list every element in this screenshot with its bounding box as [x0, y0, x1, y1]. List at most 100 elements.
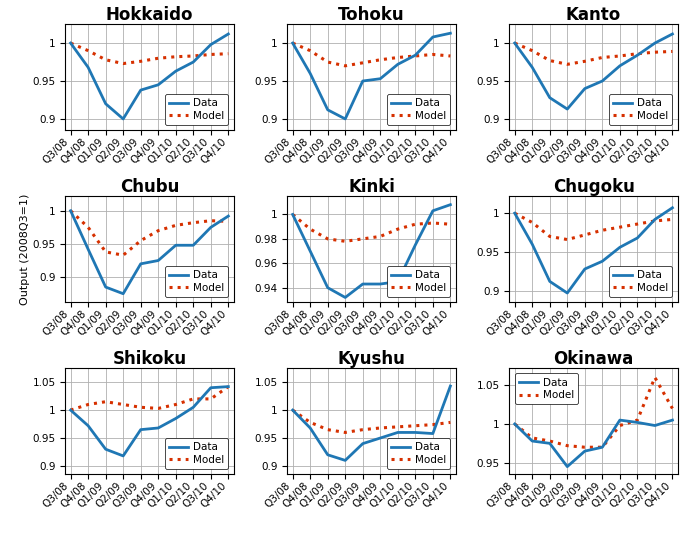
- Model: [189, 219, 197, 226]
- Data: [376, 76, 385, 82]
- Model: [341, 429, 350, 436]
- Model: [224, 218, 233, 225]
- Data: [102, 101, 110, 107]
- Data: [616, 244, 624, 250]
- Data: [668, 205, 676, 211]
- Model: [341, 238, 350, 244]
- Data: [224, 383, 233, 390]
- Data: [358, 281, 367, 287]
- Data: [358, 441, 367, 447]
- Model: [651, 49, 659, 55]
- Model: [447, 53, 455, 59]
- Model: [510, 421, 519, 427]
- Title: Chubu: Chubu: [120, 178, 179, 196]
- Model: [411, 422, 420, 429]
- Line: Model: Model: [292, 214, 451, 241]
- Model: [651, 218, 659, 224]
- Model: [598, 54, 606, 61]
- Data: [633, 235, 641, 241]
- Model: [510, 210, 519, 217]
- Model: [154, 55, 162, 62]
- Data: [510, 40, 519, 46]
- Model: [102, 249, 110, 255]
- Data: [306, 70, 314, 77]
- Data: [137, 427, 145, 433]
- Data: [119, 116, 127, 122]
- Data: [528, 64, 537, 71]
- Data: [447, 30, 455, 36]
- Model: [633, 221, 641, 227]
- Model: [119, 61, 127, 67]
- Line: Data: Data: [515, 34, 672, 109]
- Data: [358, 78, 367, 84]
- Model: [581, 444, 589, 450]
- Model: [668, 48, 676, 55]
- Legend: Data, Model: Data, Model: [387, 94, 451, 125]
- Model: [616, 422, 624, 429]
- Line: Data: Data: [292, 33, 451, 119]
- Model: [581, 58, 589, 64]
- Model: [306, 226, 314, 232]
- Model: [306, 48, 314, 54]
- Model: [411, 221, 420, 227]
- Data: [411, 429, 420, 436]
- Model: [394, 54, 402, 61]
- Model: [288, 407, 297, 413]
- Model: [358, 236, 367, 242]
- Data: [598, 444, 606, 450]
- Model: [119, 401, 127, 408]
- Model: [563, 236, 572, 243]
- Data: [394, 61, 402, 68]
- Model: [429, 220, 437, 226]
- Model: [224, 50, 233, 57]
- Model: [323, 427, 332, 433]
- Data: [206, 41, 215, 48]
- Data: [288, 211, 297, 218]
- Model: [67, 407, 75, 413]
- Model: [616, 53, 624, 59]
- Title: Kinki: Kinki: [348, 178, 395, 196]
- Title: Okinawa: Okinawa: [553, 350, 634, 368]
- Model: [102, 57, 110, 63]
- Model: [288, 211, 297, 218]
- Data: [394, 278, 402, 285]
- Data: [581, 448, 589, 455]
- Data: [581, 266, 589, 272]
- Data: [154, 257, 162, 264]
- Data: [323, 285, 332, 291]
- Data: [633, 52, 641, 58]
- Legend: Data, Model: Data, Model: [387, 438, 451, 469]
- Data: [447, 202, 455, 208]
- Data: [668, 31, 676, 37]
- Model: [376, 425, 385, 431]
- Line: Data: Data: [71, 34, 228, 119]
- Model: [651, 374, 659, 381]
- Model: [528, 435, 537, 441]
- Data: [411, 242, 420, 248]
- Line: Data: Data: [71, 386, 228, 456]
- Title: Hokkaido: Hokkaido: [106, 6, 193, 24]
- Data: [119, 291, 127, 297]
- Data: [598, 258, 606, 264]
- Data: [429, 430, 437, 437]
- Data: [189, 404, 197, 411]
- Legend: Data, Model: Data, Model: [165, 94, 228, 125]
- Legend: Data, Model: Data, Model: [387, 266, 451, 297]
- Data: [306, 248, 314, 254]
- Model: [67, 40, 75, 46]
- Data: [341, 294, 350, 301]
- Data: [447, 383, 455, 389]
- Model: [84, 224, 92, 230]
- Data: [651, 422, 659, 429]
- Data: [323, 452, 332, 458]
- Data: [510, 421, 519, 427]
- Data: [429, 207, 437, 214]
- Model: [546, 233, 554, 240]
- Data: [376, 435, 385, 441]
- Data: [528, 241, 537, 248]
- Model: [206, 218, 215, 224]
- Model: [288, 40, 297, 46]
- Line: Model: Model: [71, 43, 228, 64]
- Model: [394, 423, 402, 430]
- Data: [510, 210, 519, 217]
